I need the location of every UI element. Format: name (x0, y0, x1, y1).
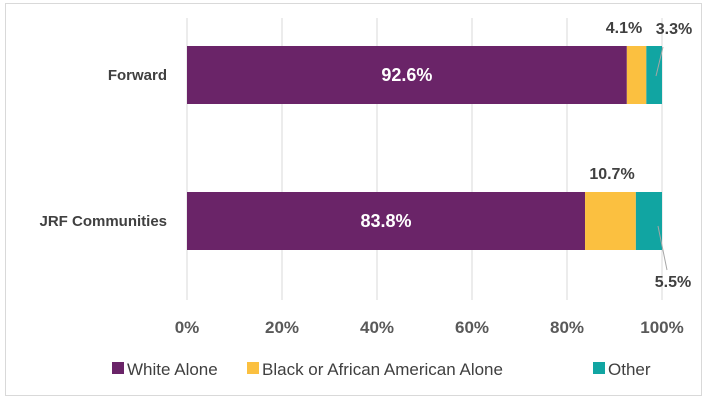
bar-forward-other (646, 46, 662, 104)
data-label-jrf-communities-black-or-african-american-alone: 10.7% (589, 166, 634, 183)
legend-label-black-or-african-american-alone: Black or African American Alone (262, 360, 503, 379)
bar-forward-white-alone (187, 46, 627, 104)
bar-jrf-communities-black-or-african-american-alone (585, 192, 636, 250)
x-tick-label-0: 0% (175, 318, 200, 337)
data-label-jrf-communities-white-alone: 83.8% (361, 211, 412, 231)
x-tick-label-2: 40% (360, 318, 394, 337)
data-label-forward-black-or-african-american-alone: 4.1% (606, 20, 642, 37)
legend-label-white-alone: White Alone (127, 360, 218, 379)
leader-line-jrf-other (657, 225, 668, 271)
leader-line-forward-other (655, 46, 664, 77)
data-label-forward-white-alone: 92.6% (381, 65, 432, 85)
legend-swatch-other (593, 362, 605, 374)
bar-jrf-communities-white-alone (187, 192, 586, 250)
x-tick-label-5: 100% (640, 318, 683, 337)
legend-swatch-black-or-african-american-alone (247, 362, 259, 374)
bar-forward-black-or-african-american-alone (626, 46, 647, 104)
category-label-forward: Forward (108, 67, 167, 84)
x-tick-label-4: 80% (550, 318, 584, 337)
x-tick-label-1: 20% (265, 318, 299, 337)
data-label-jrf-communities-other: 5.5% (655, 274, 691, 291)
data-label-forward-other: 3.3% (656, 21, 692, 38)
category-label-jrf-communities: JRF Communities (39, 213, 167, 230)
bar-jrf-communities-other (635, 192, 662, 250)
legend-label-other: Other (608, 360, 651, 379)
legend-swatch-white-alone (112, 362, 124, 374)
x-tick-label-3: 60% (455, 318, 489, 337)
